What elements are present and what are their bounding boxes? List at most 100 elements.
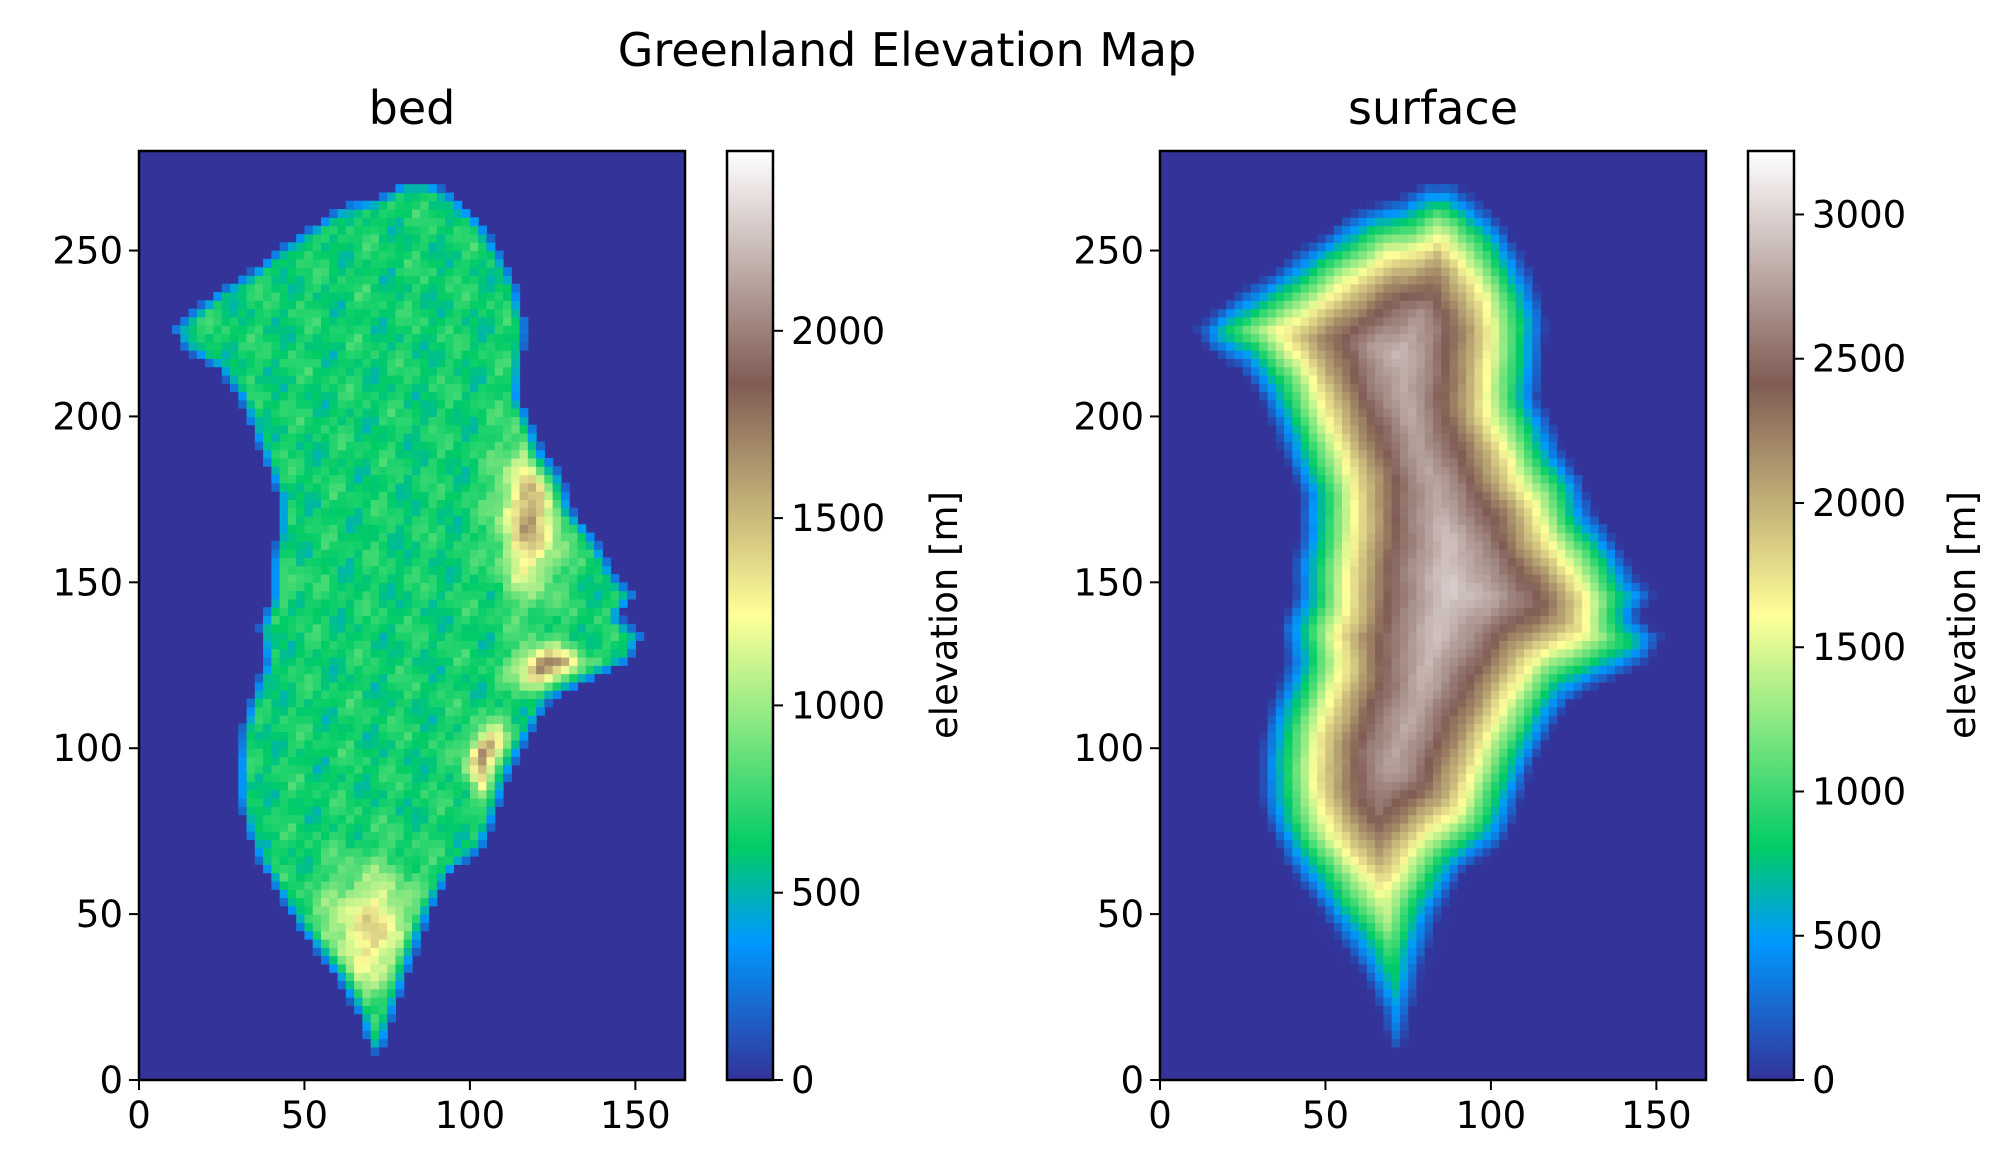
map-cell <box>503 648 512 658</box>
map-cell <box>552 681 562 691</box>
map-cell <box>312 739 322 749</box>
map-cell <box>1350 665 1360 675</box>
map-cell <box>1499 565 1509 575</box>
map-cell <box>1391 507 1401 517</box>
colorbar-tick-label: 500 <box>791 872 862 915</box>
map-cell <box>1631 590 1641 600</box>
map-cell <box>395 955 405 965</box>
map-cell <box>1631 574 1641 583</box>
map-cell <box>1350 872 1360 882</box>
map-cell <box>329 358 339 368</box>
map-cell <box>1441 781 1451 791</box>
map-cell <box>412 267 421 277</box>
map-cell <box>345 673 355 683</box>
map-cell <box>1300 797 1310 807</box>
map-cell <box>412 374 421 384</box>
map-cell <box>387 773 397 782</box>
map-cell <box>304 797 314 807</box>
map-cell <box>1466 623 1475 633</box>
map-cell <box>1590 623 1600 633</box>
map-cell <box>1474 706 1484 716</box>
map-cell <box>461 623 471 633</box>
map-cell <box>337 615 347 625</box>
map-cell <box>279 482 289 492</box>
map-cell <box>519 416 529 426</box>
map-cell <box>1325 698 1335 708</box>
map-cell <box>1284 656 1293 666</box>
map-cell <box>1565 615 1575 625</box>
map-cell <box>1540 739 1550 749</box>
map-cell <box>1424 748 1434 758</box>
map-cell <box>370 424 380 434</box>
map-cell <box>271 640 281 650</box>
map-cell <box>337 474 347 484</box>
map-cell <box>1325 549 1335 559</box>
map-cell <box>238 374 248 384</box>
map-cell <box>263 358 272 368</box>
map-cell <box>461 225 471 235</box>
map-cell <box>478 673 488 683</box>
map-cell <box>1482 590 1492 600</box>
map-cell <box>296 250 306 260</box>
map-cell <box>403 507 413 517</box>
map-cell <box>436 350 446 359</box>
map-cell <box>1325 656 1335 666</box>
map-cell <box>329 839 339 849</box>
map-cell <box>1399 856 1409 865</box>
map-cell <box>420 283 430 293</box>
map-cell <box>445 864 454 874</box>
map-cell <box>387 748 397 758</box>
map-cell <box>560 524 570 534</box>
map-cell <box>1590 656 1600 666</box>
map-cell <box>1284 731 1293 741</box>
map-cell <box>469 665 479 675</box>
map-cell <box>1631 607 1641 617</box>
map-cell <box>296 690 306 700</box>
map-cell <box>370 557 380 567</box>
map-cell <box>412 698 421 708</box>
map-cell <box>329 598 339 608</box>
map-cell <box>1375 598 1384 608</box>
map-cell <box>246 333 256 343</box>
map-cell <box>345 341 355 351</box>
map-cell <box>378 499 388 509</box>
map-cell <box>263 275 272 285</box>
map-cell <box>1433 947 1442 957</box>
map-cell <box>1308 549 1318 559</box>
map-cell <box>1383 930 1393 940</box>
map-cell <box>395 723 405 733</box>
map-cell <box>519 333 529 343</box>
map-cell <box>469 656 479 666</box>
map-cell <box>1383 665 1393 675</box>
map-cell <box>1383 715 1393 724</box>
map-cell <box>486 665 496 675</box>
map-cell <box>1408 748 1418 758</box>
map-cell <box>1375 814 1384 824</box>
map-cell <box>1474 806 1484 816</box>
map-cell <box>362 316 372 326</box>
map-cell <box>1383 648 1393 658</box>
map-cell <box>287 690 297 700</box>
map-cell <box>296 524 306 534</box>
map-cell <box>1308 615 1318 625</box>
map-cell <box>486 466 496 476</box>
map-cell <box>428 665 438 675</box>
map-cell <box>486 773 496 782</box>
map-cell <box>1275 814 1285 824</box>
map-cell <box>1292 797 1302 807</box>
map-cell <box>1391 648 1401 658</box>
map-cell <box>296 880 306 890</box>
map-cell <box>1433 831 1442 841</box>
map-cell <box>378 590 388 600</box>
map-cell <box>1490 549 1500 559</box>
map-cell <box>445 731 454 741</box>
map-cell <box>503 756 512 766</box>
map-cell <box>329 814 339 824</box>
map-cell <box>1350 690 1360 700</box>
map-cell <box>403 574 413 583</box>
map-cell <box>321 524 330 534</box>
map-cell <box>1490 524 1500 534</box>
map-cell <box>345 731 355 741</box>
map-cell <box>378 408 388 418</box>
map-cell <box>263 648 272 658</box>
